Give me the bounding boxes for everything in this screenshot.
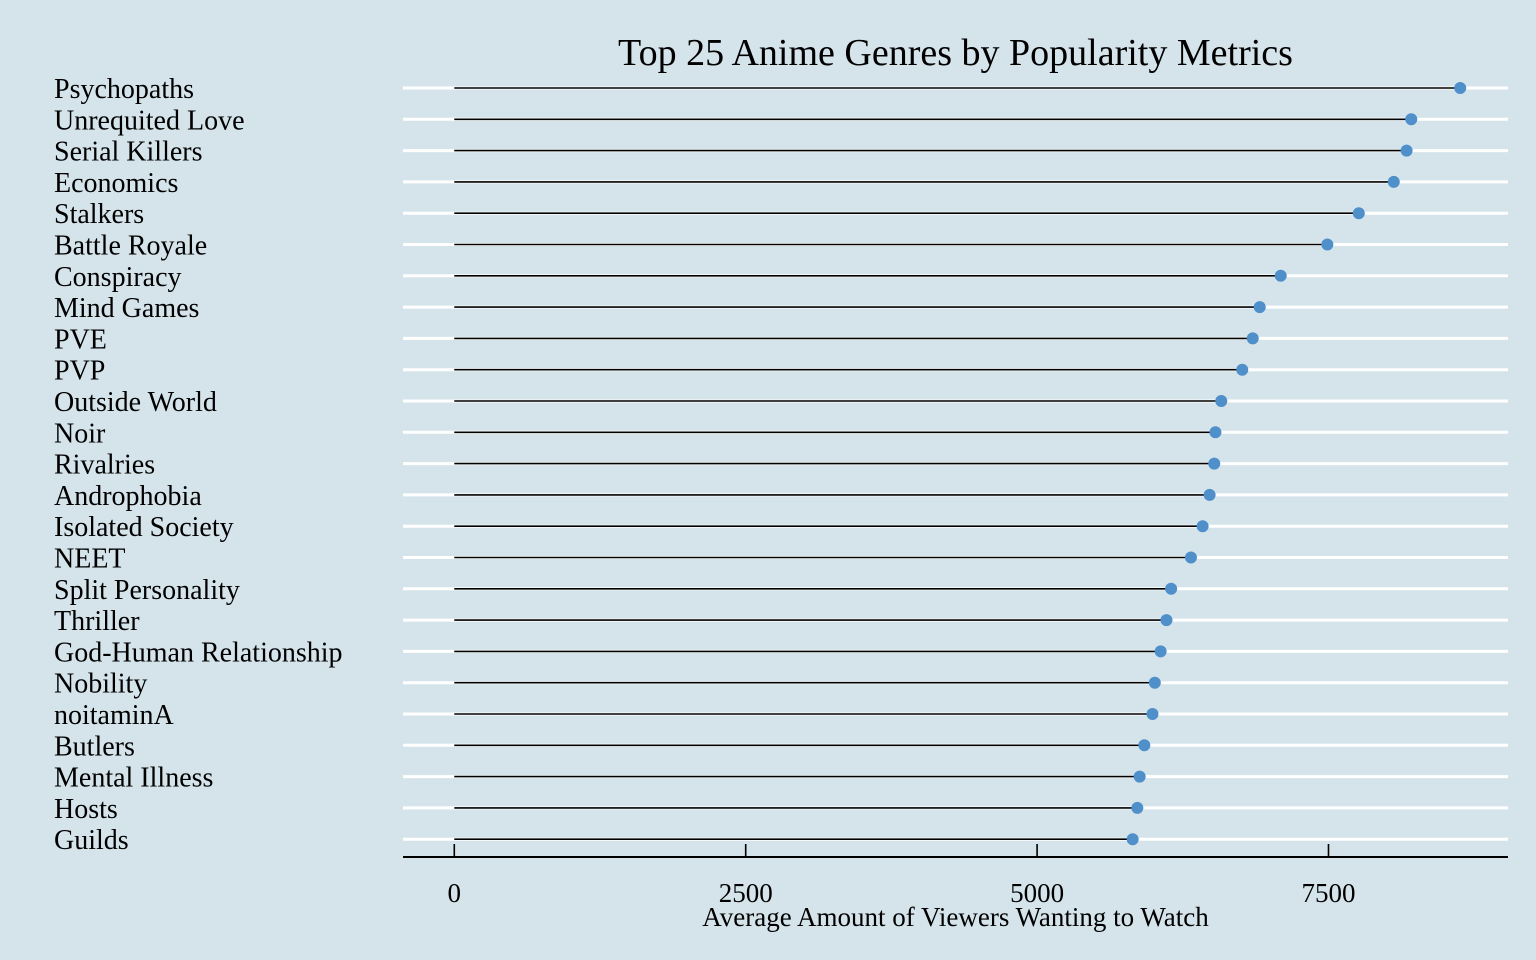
lollipop-point <box>1203 488 1216 501</box>
category-label: Isolated Society <box>54 512 234 543</box>
lollipop-point <box>1274 269 1287 282</box>
category-label: NEET <box>54 544 126 575</box>
category-label: Stalkers <box>54 199 144 230</box>
category-label: Serial Killers <box>54 137 203 168</box>
category-label: Guilds <box>54 825 129 856</box>
category-label: Nobility <box>54 669 147 700</box>
category-label: Rivalries <box>54 450 155 481</box>
category-label: Thriller <box>54 606 140 637</box>
category-label: Mind Games <box>54 293 199 324</box>
lollipop-point <box>1236 363 1249 376</box>
category-label: Noir <box>54 418 106 449</box>
lollipop-point <box>1133 770 1146 783</box>
lollipop-point <box>1138 739 1151 752</box>
lollipop-point <box>1131 801 1144 814</box>
lollipop-point <box>1148 676 1161 689</box>
lollipop-point <box>1246 332 1259 345</box>
category-label: God-Human Relationship <box>54 637 343 668</box>
category-label: PVP <box>54 356 105 387</box>
stems <box>454 87 1461 841</box>
category-label: Unrequited Love <box>54 105 245 136</box>
x-tick-label: 5000 <box>1010 878 1064 908</box>
lollipop-point <box>1253 301 1266 314</box>
lollipop-point <box>1215 395 1228 407</box>
lollipop-point <box>1387 175 1400 188</box>
lollipop-point <box>1400 144 1413 157</box>
lollipop-point <box>1184 551 1197 564</box>
category-label: Outside World <box>54 387 217 418</box>
category-label: Butlers <box>54 731 135 762</box>
category-label: Mental Illness <box>54 763 213 794</box>
lollipop-point <box>1208 457 1221 470</box>
lollipop-point <box>1352 207 1365 220</box>
lollipop-point <box>1405 113 1418 126</box>
category-label: Androphobia <box>54 481 202 512</box>
lollipop-point <box>1165 582 1178 595</box>
lollipop-point <box>1209 426 1222 439</box>
category-label: Hosts <box>54 794 118 825</box>
category-label: Battle Royale <box>54 231 207 262</box>
category-label: Conspiracy <box>54 262 182 293</box>
category-label: Economics <box>54 168 178 199</box>
chart-title: Top 25 Anime Genres by Popularity Metric… <box>618 32 1293 74</box>
x-axis: 0 2500 5000 7500 <box>403 844 1508 908</box>
category-label: PVE <box>54 324 107 355</box>
lollipop-point <box>1146 708 1159 720</box>
lollipop-point <box>1321 238 1334 251</box>
x-tick-label: 7500 <box>1301 878 1355 908</box>
category-label: Psychopaths <box>54 74 194 105</box>
category-label: Split Personality <box>54 575 240 606</box>
x-axis-title: Average Amount of Viewers Wanting to Wat… <box>702 902 1209 932</box>
x-tick-label: 2500 <box>719 878 773 908</box>
lollipop-point <box>1126 833 1139 846</box>
lollipop-point <box>1196 520 1209 533</box>
lollipop-point <box>1454 82 1467 94</box>
category-label: noitaminA <box>54 700 175 731</box>
points <box>1126 82 1467 846</box>
x-tick-label: 0 <box>448 878 462 908</box>
lollipop-point <box>1154 645 1167 658</box>
lollipop-point <box>1160 614 1173 627</box>
